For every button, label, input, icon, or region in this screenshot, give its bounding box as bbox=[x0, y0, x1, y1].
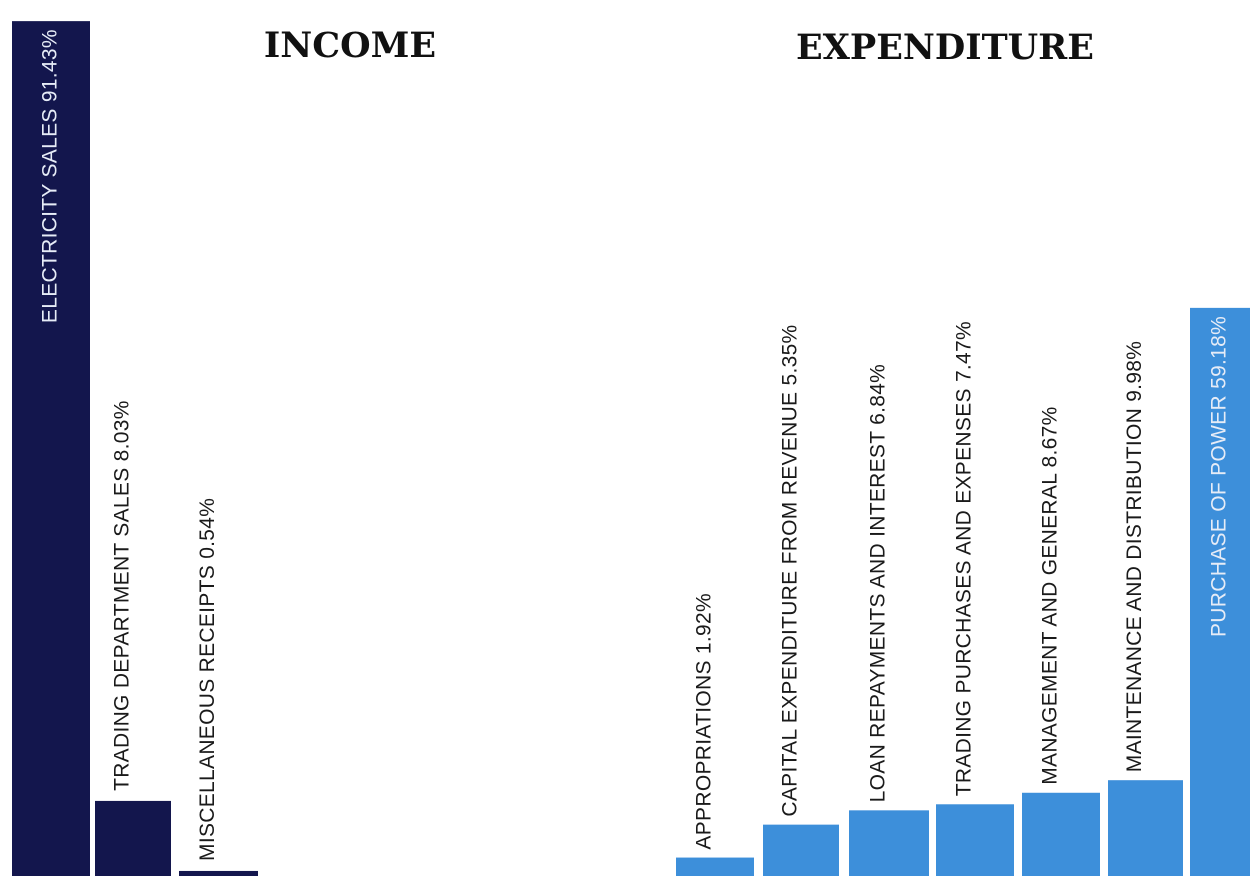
label-trading-department-sales: TRADING DEPARTMENT SALES 8.03% bbox=[111, 400, 134, 791]
bar-maintenance-and-distribution bbox=[1108, 780, 1183, 876]
bar-purchase-of-power bbox=[1190, 307, 1250, 876]
bar-trading-department-sales bbox=[95, 800, 171, 876]
label-loan-repayments-and-interest: LOAN REPAYMENTS AND INTEREST 6.84% bbox=[867, 364, 890, 803]
bar-miscellaneous-receipts bbox=[179, 870, 258, 876]
label-management-and-general: MANAGEMENT AND GENERAL 8.67% bbox=[1039, 406, 1062, 784]
bar-electricity-sales bbox=[12, 21, 90, 876]
bar-management-and-general bbox=[1022, 792, 1100, 876]
label-trading-purchases-and-expenses: TRADING PURCHASES AND EXPENSES 7.47% bbox=[953, 321, 976, 796]
bar-trading-purchases-and-expenses bbox=[936, 804, 1014, 876]
label-appropriations: APPROPRIATIONS 1.92% bbox=[693, 593, 716, 850]
label-maintenance-and-distribution: MAINTENANCE AND DISTRIBUTION 9.98% bbox=[1123, 341, 1146, 772]
label-capital-expenditure-from-revenue: CAPITAL EXPENDITURE FROM REVENUE 5.35% bbox=[779, 324, 802, 816]
expenditure-bars: APPROPRIATIONS 1.92% CAPITAL EXPENDITURE … bbox=[676, 307, 1250, 876]
label-electricity-sales: ELECTRICITY SALES 91.43% bbox=[39, 29, 62, 323]
income-title: INCOME bbox=[264, 25, 436, 66]
bar-loan-repayments-and-interest bbox=[849, 810, 929, 876]
label-purchase-of-power: PURCHASE OF POWER 59.18% bbox=[1208, 316, 1231, 637]
label-miscellaneous-receipts: MISCELLANEOUS RECEIPTS 0.54% bbox=[196, 498, 219, 861]
bar-capital-expenditure-from-revenue bbox=[763, 824, 839, 876]
expenditure-title: EXPENDITURE bbox=[796, 27, 1094, 68]
bar-appropriations bbox=[676, 857, 754, 876]
income-bars: ELECTRICITY SALES 91.43% TRADING DEPARTME… bbox=[12, 21, 258, 876]
